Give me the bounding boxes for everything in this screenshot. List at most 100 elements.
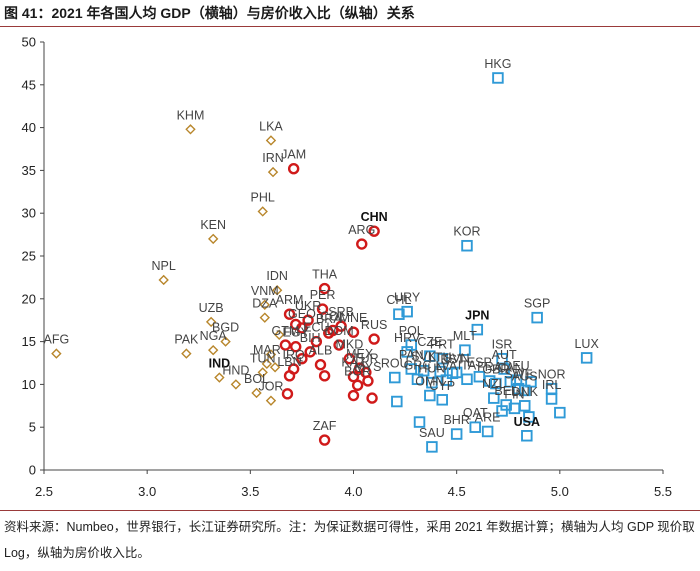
arm-point [283, 308, 296, 320]
mys-point [362, 375, 374, 387]
swe-point [512, 382, 525, 395]
qat-label: QAT [463, 406, 488, 420]
x-tick-label: 5.0 [551, 484, 569, 499]
zaf-point [318, 434, 331, 446]
vnm-point [259, 299, 270, 310]
jor-point [265, 395, 277, 406]
are-label: ARE [475, 410, 501, 424]
unlabeled-point [525, 376, 537, 388]
y-tick-label: 20 [22, 291, 36, 306]
mex-label: MEX [346, 347, 374, 361]
bhr-label: BHR [443, 413, 469, 427]
nzl-label: NZL [482, 377, 506, 391]
tun-point [257, 367, 268, 378]
chn-label: CHN [361, 210, 388, 224]
swe-label: SWE [504, 368, 532, 382]
lux-label: LUX [574, 337, 599, 351]
unlabeled-point [269, 362, 281, 373]
nga-point [208, 344, 219, 356]
ken-label: KEN [200, 218, 226, 232]
fra-point [483, 375, 496, 387]
unlabeled-point [496, 405, 508, 417]
ind-point [214, 372, 225, 383]
nor-label: NOR [538, 368, 566, 382]
source-note: 资料来源：Numbeo，世界银行，长江证券研究所。注：为保证数据可得性，采用 2… [4, 520, 695, 560]
y-tick-label: 10 [22, 377, 36, 392]
hrv-label: HRV [394, 331, 421, 345]
pol-label: POL [399, 324, 424, 338]
col-label: COL [320, 309, 346, 323]
idn-point [271, 285, 283, 296]
rus-label: RUS [361, 318, 387, 332]
omn-label: OMN [415, 375, 444, 389]
hkg-point [492, 72, 504, 84]
chl-point [393, 308, 405, 320]
geo-point [296, 322, 308, 334]
lbn-label: LBN [277, 355, 301, 369]
x-tick-label: 3.5 [241, 484, 259, 499]
kaz-point [347, 370, 360, 383]
kor-point [461, 239, 473, 252]
axes: 0 5 10 15 20 25 30 35 40 45 50 2.5 3.0 3.5 4.0 4.5 5.0 5.… [22, 35, 673, 500]
source-rule [0, 510, 700, 511]
ukr-label: UKR [295, 299, 321, 313]
pan-label: PAN [399, 348, 424, 362]
svk-point [417, 364, 430, 377]
pan-point [405, 363, 418, 375]
bgd-point [220, 336, 231, 347]
deu-label: DEU [503, 359, 529, 373]
bel-label: BEL [494, 384, 518, 398]
deu-point [510, 374, 523, 386]
y-tick-label: 0 [29, 463, 36, 478]
mys-label: MYS [354, 360, 381, 374]
can-label: CAN [497, 361, 523, 375]
grc-label: GRC [404, 358, 432, 372]
bra-point [323, 327, 335, 339]
jpn-label: JPN [465, 309, 489, 323]
lka-point [265, 135, 277, 146]
sau-label: SAU [419, 426, 445, 440]
usa-label: USA [514, 415, 540, 429]
khm-label: KHM [177, 108, 205, 122]
egy-point [290, 341, 302, 353]
x-tick-label: 3.0 [138, 484, 156, 499]
ltu-point [434, 365, 446, 378]
chn-point [368, 225, 380, 237]
unlabeled-point [265, 349, 277, 360]
svk-label: SVK [411, 350, 437, 364]
srb-point [335, 320, 347, 332]
ecu-point [310, 335, 323, 348]
alb-label: ALB [309, 344, 333, 358]
y-tick-label: 25 [22, 249, 36, 264]
x-tick-label: 4.0 [344, 484, 362, 499]
chart-title: 图 41：2021 年各国人均 GDP（横轴）与房价收入比（纵轴）关系 [4, 5, 415, 21]
gbr-label: GBR [482, 363, 509, 377]
gtm-label: GTM [272, 324, 300, 338]
ita-point [461, 373, 473, 386]
cyp-point [436, 394, 448, 406]
ken-point [208, 233, 219, 245]
unlabeled-point [318, 370, 331, 382]
lva-label: LVA [435, 359, 457, 373]
prt-label: PRT [430, 338, 455, 352]
y-tick-label: 45 [22, 77, 36, 92]
kaz-label: KAZ [341, 356, 366, 370]
usa-point [521, 430, 533, 442]
x-tick-label: 5.5 [654, 484, 672, 499]
y-tick-label: 5 [29, 420, 36, 435]
ita-label: ITA [458, 358, 477, 372]
prt-point [436, 352, 448, 365]
dnk-point [519, 400, 531, 412]
egy-label: EGY [283, 326, 310, 340]
aus-label: AUS [512, 369, 538, 383]
mlt-label: MLT [453, 329, 477, 343]
zaf-label: ZAF [313, 419, 337, 433]
unlabeled-point [413, 416, 426, 428]
scatter-chart: 0 5 10 15 20 25 30 35 40 45 50 2.5 3.0 3.5 4.0 4.5 5.0 5.… [22, 35, 673, 500]
lbn-point [283, 370, 296, 382]
bih-point [304, 346, 316, 358]
pak-point [181, 348, 192, 359]
est-label: EST [440, 352, 465, 366]
unlabeled-point [523, 411, 535, 423]
